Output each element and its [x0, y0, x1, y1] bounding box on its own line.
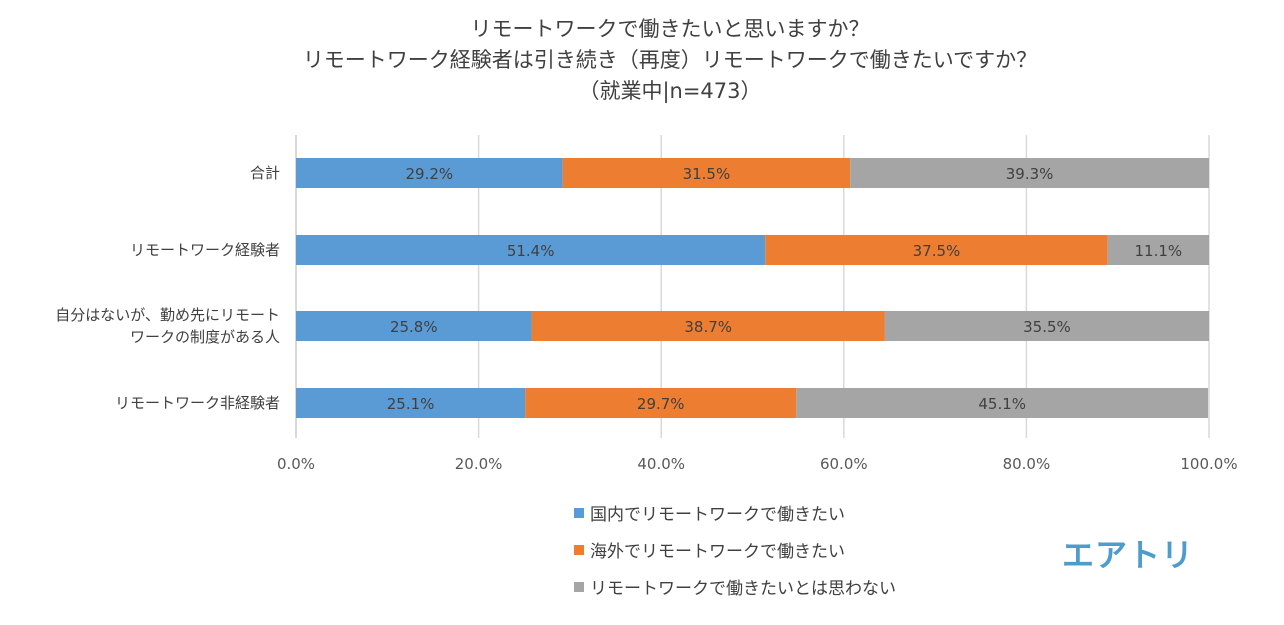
x-tick-label: 60.0%	[820, 455, 868, 473]
bar-segment	[796, 388, 1209, 418]
data-label: 29.7%	[637, 395, 685, 413]
category-label: 合計	[249, 164, 280, 182]
bar-segment	[884, 311, 1209, 341]
data-label: 51.4%	[507, 242, 555, 260]
data-label: 35.5%	[1023, 318, 1071, 336]
x-tick-label: 0.0%	[277, 455, 315, 473]
bar-segment	[765, 235, 1108, 265]
legend-item-domestic: 国内でリモートワークで働きたい	[574, 494, 896, 531]
legend-swatch-domestic	[574, 507, 584, 518]
legend-item-overseas: 海外でリモートワークで働きたい	[574, 531, 896, 568]
title-line-3: （就業中|n=473）	[578, 79, 762, 103]
bar-segment	[1107, 235, 1209, 265]
chart-title: リモートワークで働きたいと思いますか？ リモートワーク経験者は引き続き（再度）リ…	[280, 14, 1060, 107]
bar-segment	[525, 388, 797, 418]
bar-segment	[296, 388, 526, 418]
legend: 国内でリモートワークで働きたい 海外でリモートワークで働きたい リモートワークで…	[574, 494, 896, 605]
bar-segment	[296, 235, 766, 265]
category-label: リモートワーク経験者	[129, 241, 280, 259]
bar-segment	[562, 158, 851, 188]
title-line-1: リモートワークで働きたいと思いますか？	[470, 17, 870, 41]
data-label: 39.3%	[1006, 165, 1054, 183]
x-tick-label: 20.0%	[455, 455, 503, 473]
airtrip-logo: エアトリ	[1062, 536, 1195, 574]
data-label: 45.1%	[978, 395, 1026, 413]
x-tick-label: 100.0%	[1180, 455, 1237, 473]
data-label: 31.5%	[683, 165, 731, 183]
bar-segment	[531, 311, 885, 341]
data-label: 29.2%	[405, 165, 453, 183]
data-label: 25.1%	[387, 395, 435, 413]
bar-segment	[296, 311, 532, 341]
category-label: リモートワーク非経験者	[114, 394, 280, 412]
legend-label: 海外でリモートワークで働きたい	[590, 542, 845, 562]
data-label: 38.7%	[684, 318, 732, 336]
legend-label: 国内でリモートワークで働きたい	[590, 505, 845, 525]
legend-item-no: リモートワークで働きたいとは思わない	[574, 568, 896, 605]
legend-label: リモートワークで働きたいとは思わない	[590, 579, 896, 599]
x-tick-label: 40.0%	[637, 455, 685, 473]
bar-segment	[296, 158, 563, 188]
x-tick-label: 80.0%	[1003, 455, 1051, 473]
legend-swatch-no	[574, 581, 584, 592]
data-label: 25.8%	[390, 318, 438, 336]
data-label: 37.5%	[913, 242, 961, 260]
bar-segment	[850, 158, 1209, 188]
legend-swatch-overseas	[574, 544, 584, 555]
category-label: 自分はないが、勤め先にリモート ワークの制度がある人	[55, 306, 280, 346]
title-line-2: リモートワーク経験者は引き続き（再度）リモートワークで働きたいですか？	[302, 48, 1038, 72]
data-label: 11.1%	[1135, 242, 1183, 260]
